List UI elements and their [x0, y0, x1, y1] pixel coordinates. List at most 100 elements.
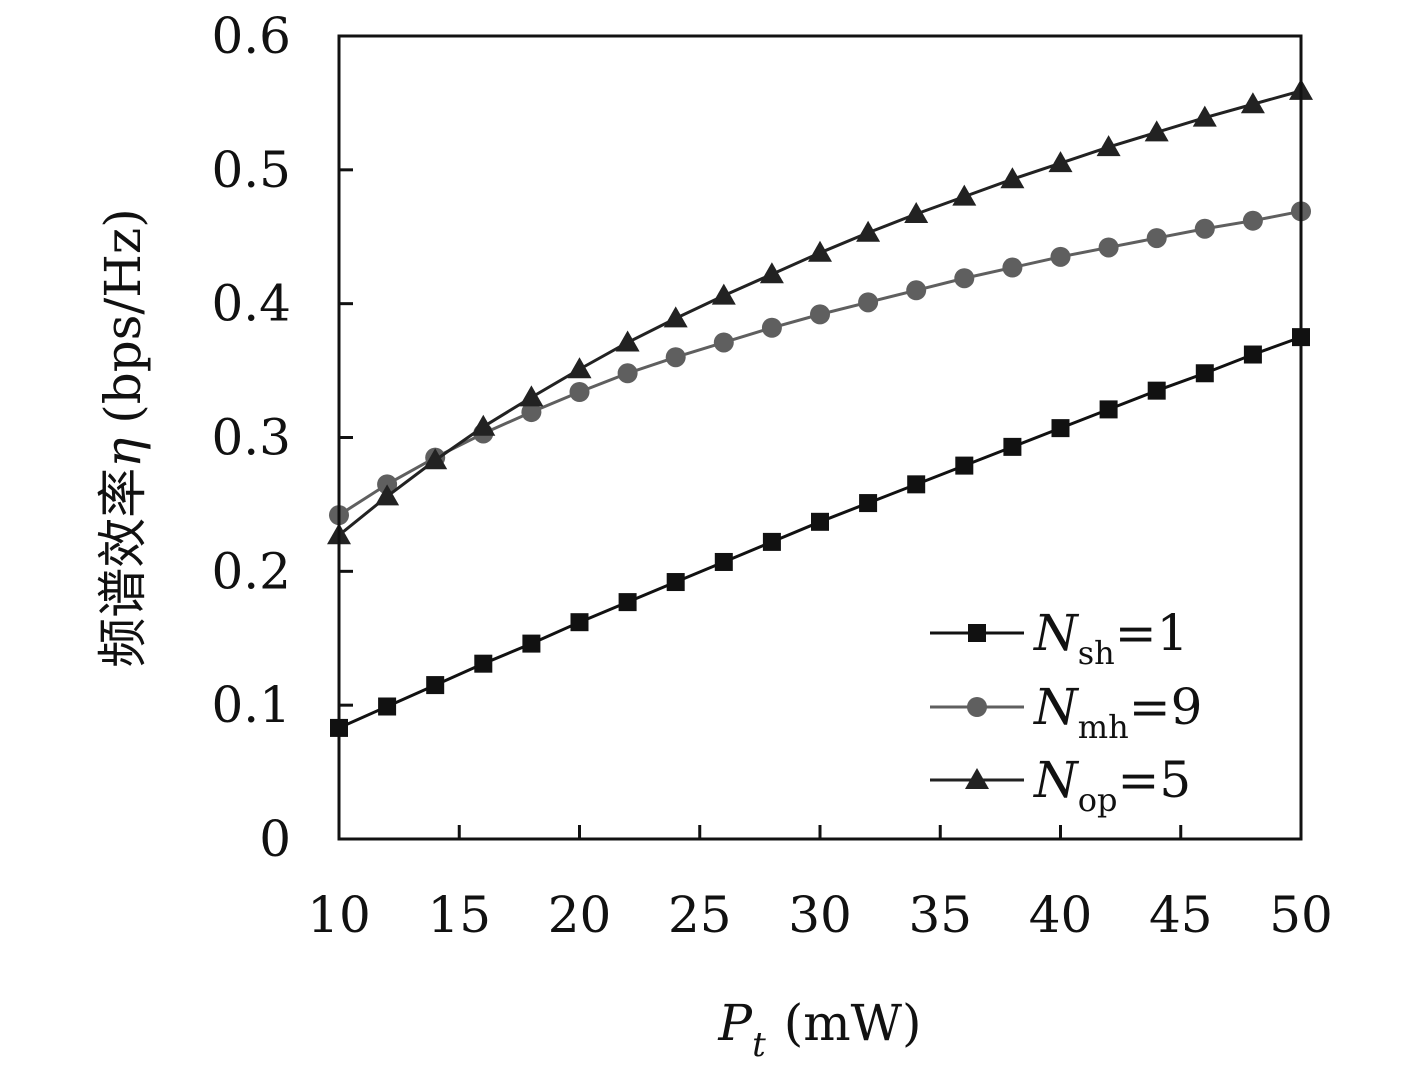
legend-label: Nmh=9	[1033, 678, 1202, 746]
data-point	[906, 280, 927, 301]
data-point	[617, 363, 638, 384]
data-point	[1051, 419, 1070, 438]
data-point	[955, 456, 974, 475]
data-point	[1144, 120, 1169, 142]
y-axis-unit: (bps/Hz)	[94, 208, 152, 423]
data-point	[618, 593, 637, 612]
data-point	[1195, 364, 1214, 383]
data-point	[761, 317, 782, 338]
legend-label: Nsh=1	[1033, 604, 1189, 672]
data-point	[954, 268, 975, 289]
x-axis-subscript: t	[752, 1025, 766, 1065]
legend-subscript: sh	[1078, 634, 1115, 672]
legend-subscript: mh	[1078, 708, 1129, 746]
y-tick-label: 0.3	[211, 409, 291, 467]
legend-value: =9	[1129, 678, 1203, 736]
data-point	[907, 475, 926, 494]
legend-value: =1	[1115, 604, 1189, 662]
series-square	[330, 328, 1310, 737]
y-tick-label: 0.4	[211, 275, 291, 333]
legend-symbol: N	[1033, 678, 1080, 736]
data-point	[1050, 246, 1071, 267]
legend-subscript: op	[1078, 781, 1118, 819]
y-axis-text: 频谱效率	[94, 468, 152, 668]
data-point	[471, 414, 496, 436]
legend-item: Nop=5	[930, 751, 1191, 819]
data-point	[762, 532, 781, 551]
data-point	[759, 262, 784, 284]
data-point	[570, 613, 589, 632]
legend-value: =5	[1118, 751, 1192, 809]
x-tick-label: 45	[1149, 886, 1213, 944]
y-axis-title: 频谱效率η (bps/Hz)	[94, 208, 152, 667]
y-tick-label: 0.5	[211, 141, 291, 199]
data-point	[426, 676, 445, 695]
x-tick-label: 25	[668, 886, 732, 944]
data-point	[1048, 151, 1073, 173]
data-point	[859, 494, 878, 513]
data-point	[1003, 437, 1022, 456]
data-point	[522, 634, 541, 653]
data-point	[856, 220, 881, 242]
data-point	[1002, 257, 1023, 278]
x-axis-title: Pt (mW)	[717, 994, 921, 1065]
data-point	[1146, 228, 1167, 249]
legend-marker	[968, 624, 986, 642]
legend-marker	[965, 768, 989, 789]
data-point	[713, 332, 734, 353]
data-point	[1000, 167, 1025, 189]
data-point	[423, 448, 448, 470]
x-tick-label: 20	[548, 886, 612, 944]
y-tick-label: 0.1	[211, 676, 291, 734]
data-point	[569, 381, 590, 402]
legend-label: Nop=5	[1033, 751, 1191, 819]
tick-marks	[337, 34, 1303, 841]
legend-marker	[967, 697, 987, 717]
x-axis-symbol: P	[717, 994, 753, 1052]
x-tick-label: 10	[307, 886, 371, 944]
legend-item: Nmh=9	[930, 678, 1202, 746]
data-point	[665, 347, 686, 368]
series-layer	[327, 78, 1313, 737]
data-point	[615, 330, 640, 352]
y-tick-label: 0.6	[211, 7, 291, 65]
data-point	[1192, 105, 1217, 127]
y-tick-label: 0	[259, 810, 291, 868]
y-axis-symbol: η	[94, 438, 152, 468]
data-point	[714, 552, 733, 571]
data-point	[808, 240, 832, 262]
data-point	[904, 201, 929, 223]
data-point	[1096, 135, 1121, 157]
data-point	[1240, 92, 1265, 114]
plot-frame	[337, 34, 1303, 841]
x-tick-label: 40	[1029, 886, 1093, 944]
x-tick-label: 35	[908, 886, 972, 944]
data-point	[521, 402, 542, 423]
series-triangle	[327, 78, 1313, 545]
data-point	[1098, 237, 1119, 258]
x-axis-unit: (mW)	[784, 994, 922, 1052]
data-point	[663, 306, 688, 328]
legend-symbol: N	[1033, 751, 1080, 809]
x-tick-label: 15	[427, 886, 491, 944]
data-point	[711, 283, 736, 305]
data-point	[858, 292, 879, 313]
data-point	[1147, 381, 1166, 400]
data-point	[474, 654, 493, 673]
series-circle	[329, 201, 1311, 526]
x-tick-label: 50	[1269, 886, 1333, 944]
data-point	[1242, 210, 1263, 231]
data-point	[1099, 400, 1118, 419]
data-point	[378, 697, 397, 716]
x-tick-label: 30	[788, 886, 852, 944]
data-point	[810, 304, 830, 325]
data-point	[952, 184, 977, 206]
data-point	[1194, 218, 1215, 239]
data-point	[811, 512, 829, 531]
data-point	[377, 474, 398, 495]
data-point	[567, 357, 592, 379]
tick-labels: 10 15 20 25 30 35 40 45 50 0 0.1 0.2 0.3 0.4 0.5 0.6	[211, 7, 1332, 944]
data-point	[375, 484, 400, 506]
